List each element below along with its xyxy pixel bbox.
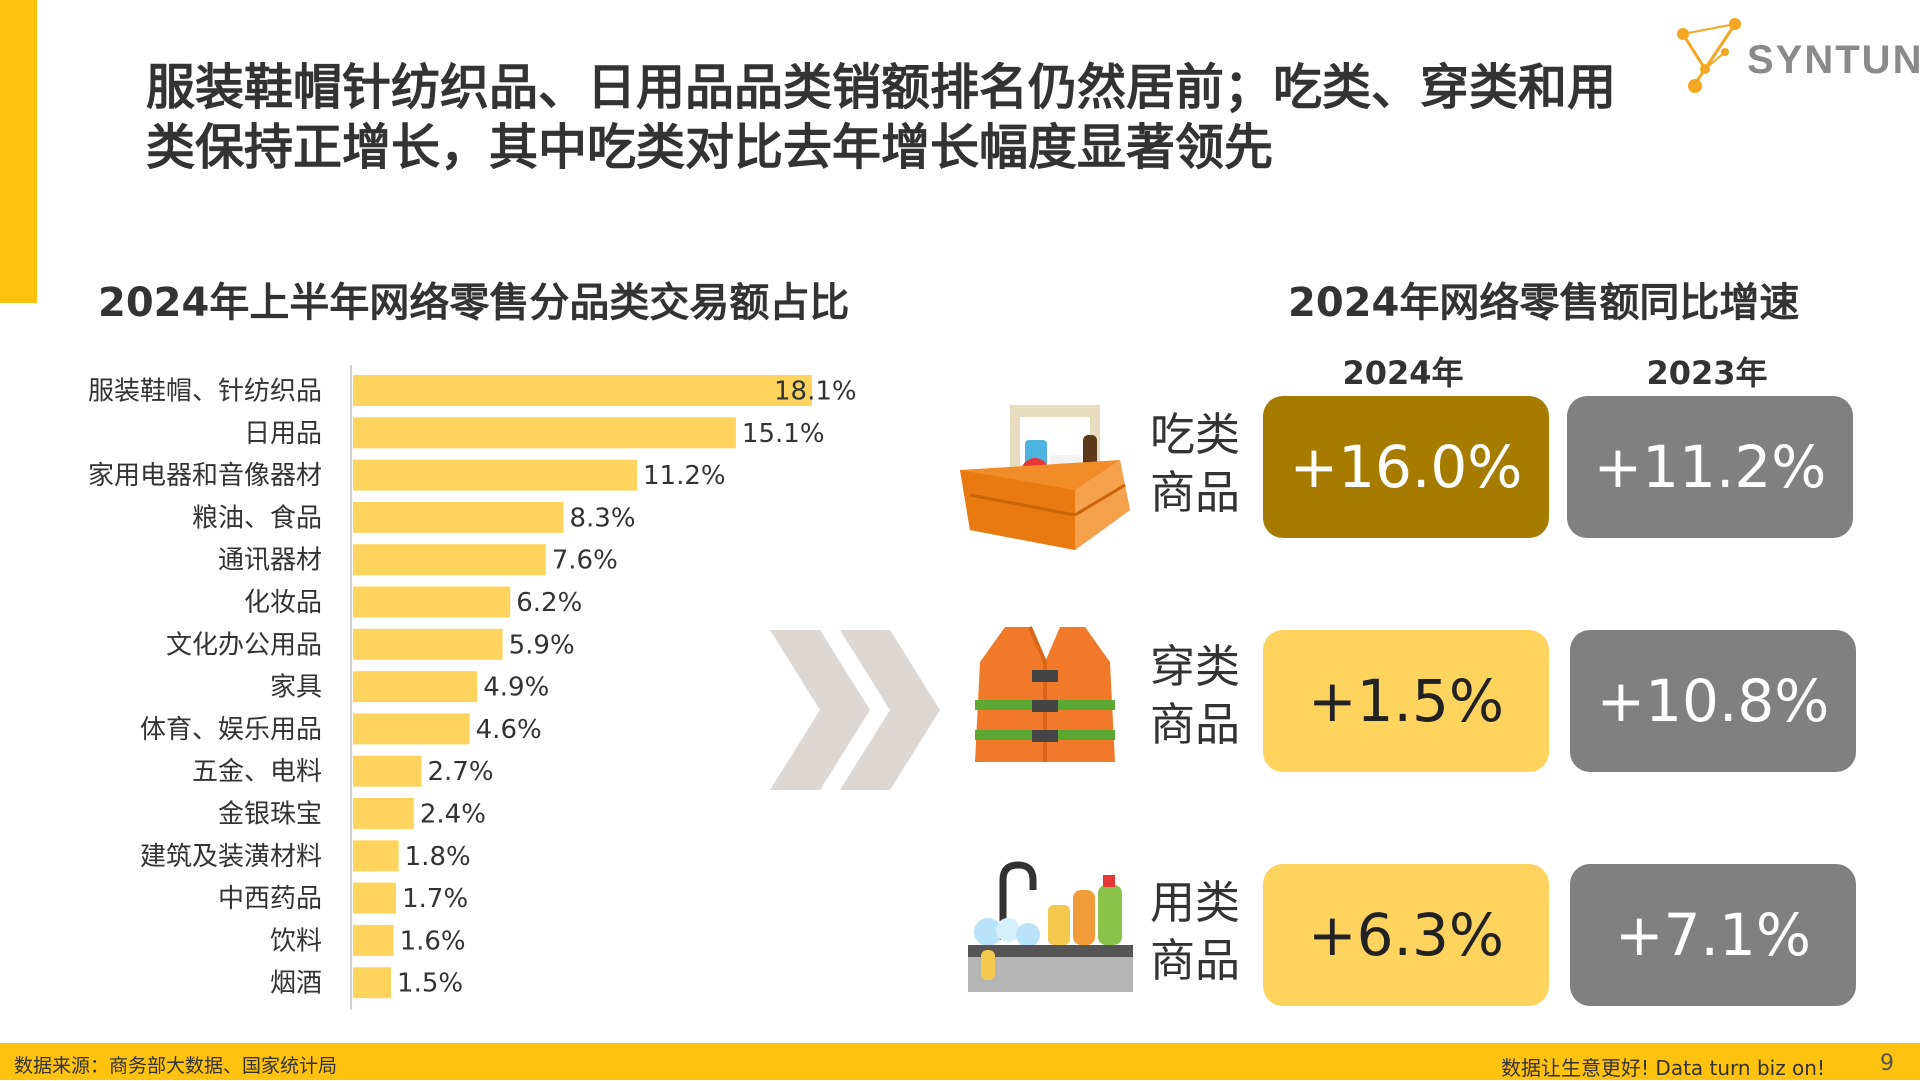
category-label-clothing: 穿类 商品 [1150,640,1241,751]
data-label: 1.8% [405,842,471,872]
page-title: 服装鞋帽针纺织品、日用品品类销额排名仍然居前；吃类、穿类和用类保持正增长，其中吃… [146,59,1617,176]
chart-title: 2024年上半年网络零售分品类交易额占比 [98,280,850,326]
data-source: 数据来源：商务部大数据、国家统计局 [14,1055,338,1077]
logo-text: SYNTUN [1747,38,1920,82]
data-label: 4.6% [476,715,542,745]
category-label: 家具 [270,673,322,703]
data-label: 6.2% [516,588,582,618]
growth-2023-food: +11.2% [1567,396,1853,538]
bar [353,501,564,533]
year-label-2023: 2023年 [1646,354,1768,392]
category-label: 烟酒 [270,969,322,999]
bar [353,375,812,406]
category-label: 饮料 [270,926,322,956]
category-label: 通讯器材 [218,546,322,576]
growth-2023-clothing: +10.8% [1570,630,1856,772]
category-label: 五金、电料 [192,757,322,787]
food-basket-icon [955,400,1135,564]
category-label: 日用品 [244,419,322,449]
category-label: 中西药品 [218,884,322,914]
vest-icon [970,622,1120,776]
page-number: 9 [1880,1051,1894,1076]
syntun-logo: SYNTUN [1665,14,1920,104]
data-label: 7.6% [552,546,618,576]
bar [353,967,392,999]
bar-chart: 服装鞋帽、针纺织品 18.1% 日用品 15.1% 家用电器和音像器材 11.2% 粮油、食… [88,365,857,1010]
logo-network-icon [1677,18,1741,93]
category-label: 家用电器和音像器材 [88,461,322,491]
bar [353,417,736,449]
category-label: 金银珠宝 [218,800,322,830]
data-label: 1.6% [400,926,466,956]
data-label: 5.9% [509,630,575,660]
data-label: 18.1% [774,377,857,407]
data-label: 1.5% [397,969,463,999]
data-label: 8.3% [569,503,635,533]
category-label: 文化办公用品 [166,630,322,660]
bar [353,882,397,914]
growth-2024-food: +16.0% [1263,396,1549,538]
bar [353,586,511,618]
category-label: 服装鞋帽、针纺织品 [88,377,322,407]
growth-title: 2024年网络零售额同比增速 [1288,280,1800,326]
bar [353,713,470,745]
category-label-food: 吃类 商品 [1150,408,1241,519]
data-label: 15.1% [742,419,825,449]
data-label: 1.7% [402,884,468,914]
category-label: 体育、娱乐用品 [140,715,322,745]
growth-2024-clothing: +1.5% [1263,630,1549,772]
bar [353,840,399,872]
category-label: 粮油、食品 [192,503,322,533]
bar [353,459,638,491]
chevron-arrow-icon [770,630,940,790]
growth-2024-household: +6.3% [1263,864,1549,1006]
category-label: 建筑及装潢材料 [140,842,322,872]
bar [353,798,414,829]
bar [353,924,394,956]
footer-bar: 数据来源：商务部大数据、国家统计局 数据让生意更好! Data turn biz… [0,1043,1920,1080]
data-label: 2.4% [420,800,486,830]
sink-icon [963,860,1133,999]
data-label: 4.9% [483,673,549,703]
category-label-household: 用类 商品 [1150,876,1241,987]
slogan: 数据让生意更好! Data turn biz on! [1501,1056,1825,1080]
growth-2023-household: +7.1% [1570,864,1856,1006]
bar [353,628,503,660]
category-label: 化妆品 [244,588,322,618]
data-label: 11.2% [643,461,726,491]
data-label: 2.7% [427,757,493,787]
accent-strip [0,0,37,303]
bar [353,755,422,787]
bar [353,671,478,703]
year-label-2024: 2024年 [1342,354,1464,392]
bar [353,544,546,576]
